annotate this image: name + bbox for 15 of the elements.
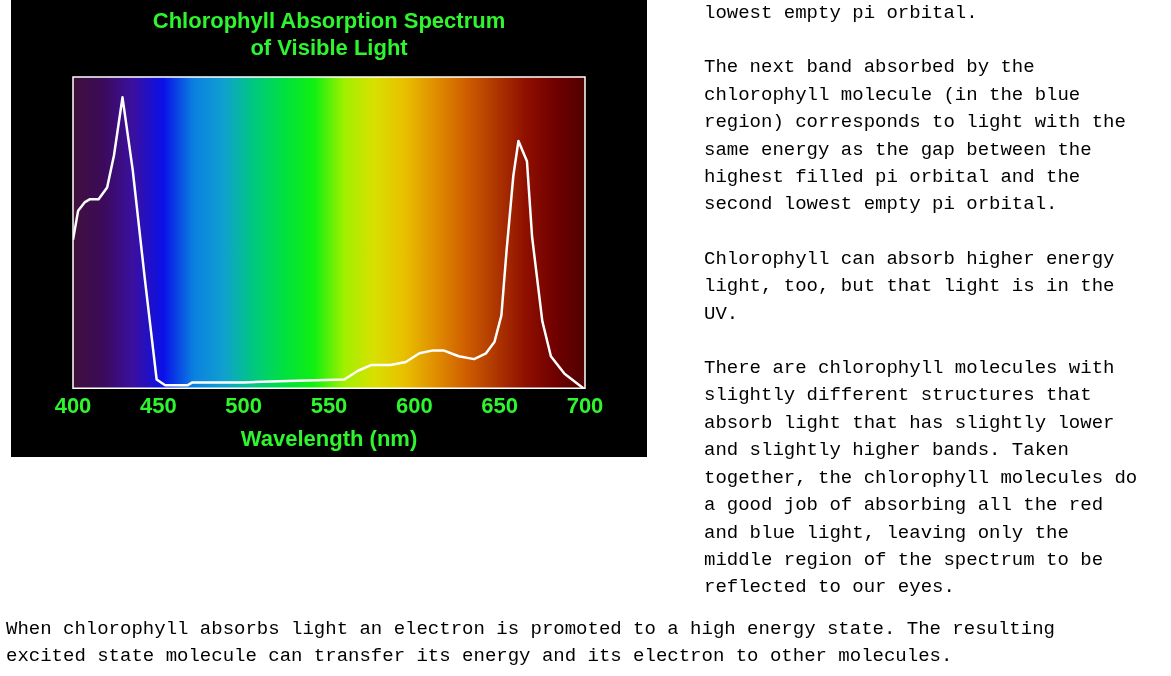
x-tick-label: 400	[54, 393, 92, 419]
text: Chlorophyll can absorb higher energy light, too, but that light is in the UV.	[704, 246, 1116, 327]
x-tick-label: 550	[310, 393, 348, 419]
x-axis-title: Wavelength (nm)	[240, 425, 418, 451]
text: When chlorophyll absorbs light an electron is promoted to a high energy state. The resulting excited state molecule can transfer its energy and its electron to other molecules.	[6, 617, 1056, 670]
x-tick-label: 500	[225, 393, 263, 419]
text: Chlorophyll Absorption Spectrum	[152, 7, 506, 33]
x-tick-label: 600	[395, 393, 433, 419]
text: There are chlorophyll molecules with slightly different structures that absorb light that has slightly lower and slightly higher bands. Taken together, the chlorophyll molecules do a good job of absorbing all the red and blue light, leaving only the middle region of the spectrum to be reflected to our eyes.	[704, 357, 1138, 599]
x-tick-label: 650	[481, 393, 519, 419]
x-tick-label: 700	[566, 393, 604, 419]
text: lowest empty pi orbital.	[704, 1, 979, 26]
text: of Visible Light	[250, 35, 408, 61]
x-tick-label: 450	[139, 393, 177, 419]
text: The next band absorbed by the chlorophyll molecule (in the blue region) corresponds to light with the same energy as the gap between the highest filled pi orbital and the second lowest empty pi orbital.	[704, 55, 1127, 218]
